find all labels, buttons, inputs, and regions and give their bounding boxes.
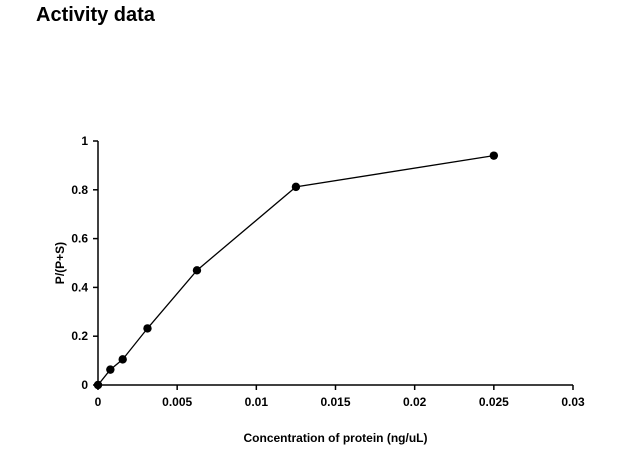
y-tick-label: 0.2	[71, 329, 88, 343]
y-tick-label: 0	[81, 378, 88, 392]
x-tick-label: 0.02	[403, 395, 427, 409]
data-point	[489, 151, 499, 160]
y-tick-label: 0.6	[71, 232, 88, 246]
data-point	[93, 380, 103, 390]
y-tick-label: 0.8	[71, 183, 88, 197]
y-ticks: 0 0.2 0.4 0.6 0.8 1	[71, 134, 98, 392]
y-axis-label: P/(P+S)	[53, 242, 67, 284]
data-point	[118, 355, 127, 364]
x-axis-label: Concentration of protein (ng/uL)	[244, 431, 428, 445]
x-tick-label: 0.03	[561, 395, 585, 409]
chart-axes	[97, 141, 573, 386]
data-point	[143, 324, 152, 333]
data-point	[106, 365, 115, 374]
x-tick-label: 0.01	[245, 395, 269, 409]
series-layer	[93, 151, 499, 390]
y-tick-label: 1	[81, 134, 88, 148]
x-ticks: 0 0.005 0.01 0.015 0.02 0.025 0.03	[95, 385, 585, 409]
x-tick-label: 0.005	[162, 395, 192, 409]
data-point	[192, 266, 202, 275]
x-tick-label: 0	[95, 395, 102, 409]
data-point	[291, 182, 301, 192]
y-tick-label: 0.4	[71, 280, 88, 294]
page-title: Activity data	[36, 4, 155, 26]
x-tick-label: 0.025	[479, 395, 509, 409]
x-tick-label: 0.015	[320, 395, 350, 409]
